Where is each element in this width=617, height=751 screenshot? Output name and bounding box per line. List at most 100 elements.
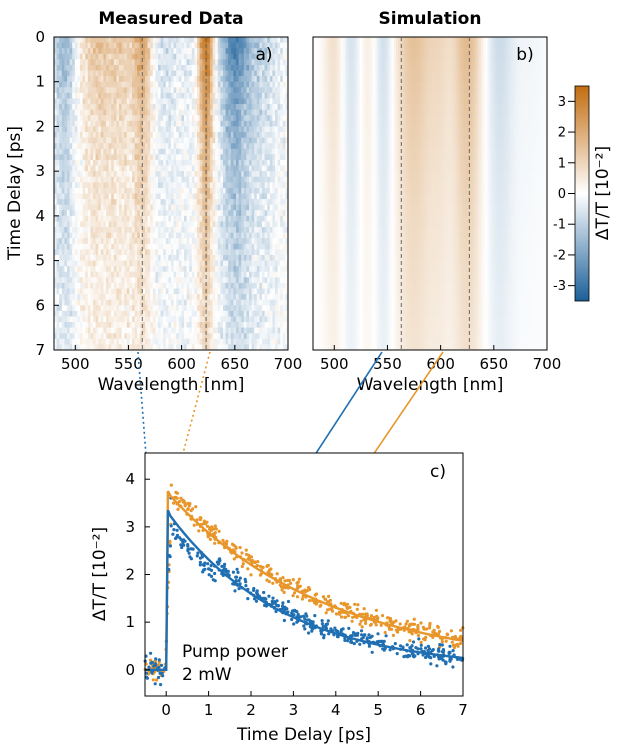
heatmap-cell: [106, 327, 109, 334]
heatmap-cell: [139, 143, 143, 150]
heatmap-cell: [223, 338, 226, 345]
heatmap-cell: [108, 154, 112, 161]
heatmap-cell: [113, 76, 117, 83]
heatmap-cell: [197, 132, 200, 139]
heatmap-cell: [90, 227, 94, 234]
heatmap-cell: [98, 165, 102, 172]
heatmap-cell: [129, 338, 133, 345]
heatmap-cell: [64, 104, 68, 111]
heatmap-cell: [191, 193, 195, 200]
heatmap-cell: [80, 193, 83, 200]
heatmap-cell: [217, 338, 221, 345]
heatmap-cell: [119, 132, 122, 139]
heatmap-cell: [124, 204, 128, 211]
heatmap-cell: [194, 137, 198, 144]
heatmap-cell: [147, 227, 151, 234]
heatmap-cell: [95, 260, 99, 267]
heatmap-cell: [249, 266, 252, 273]
heatmap-cell: [160, 204, 164, 211]
heatmap-cell: [95, 338, 99, 345]
heatmap-cell: [256, 254, 260, 261]
heatmap-cell: [267, 260, 271, 267]
heatmap-cell: [202, 137, 206, 144]
heatmap-cell: [238, 59, 242, 66]
heatmap-cell: [142, 48, 146, 55]
heatmap-cell: [100, 176, 104, 183]
heatmap-cell: [121, 53, 125, 60]
heatmap-cell: [280, 115, 284, 122]
heatmap-cell: [54, 238, 57, 245]
heatmap-cell: [225, 199, 229, 206]
heatmap-cell: [210, 254, 213, 261]
heatmap-cell: [54, 159, 57, 166]
heatmap-cell: [168, 193, 172, 200]
heatmap-cell: [126, 327, 130, 334]
heatmap-cell: [150, 104, 154, 111]
heatmap-cell: [106, 159, 109, 166]
heatmap-cell: [74, 344, 78, 351]
heatmap-cell: [210, 165, 213, 172]
heatmap-cell: [165, 344, 169, 351]
heatmap-cell: [160, 137, 164, 144]
heatmap-cell: [163, 81, 167, 88]
heatmap-cell: [194, 148, 198, 155]
heatmap-cell: [254, 70, 258, 77]
heatmap-cell: [223, 81, 226, 88]
heatmap-cell: [262, 316, 265, 323]
heatmap-cell: [228, 115, 232, 122]
heatmap-cell: [100, 199, 104, 206]
heatmap-cell: [282, 143, 286, 150]
heatmap-cell: [238, 109, 242, 116]
heatmap-cell: [269, 98, 273, 105]
heatmap-cell: [186, 76, 190, 83]
heatmap-cell: [150, 182, 154, 189]
heatmap-cell: [256, 92, 260, 99]
heatmap-cell: [207, 171, 211, 178]
heatmap-cell: [176, 271, 180, 278]
heatmap-cell: [168, 92, 172, 99]
heatmap-cell: [259, 227, 263, 234]
heatmap-cell: [77, 126, 81, 133]
heatmap-cell: [269, 87, 273, 94]
heatmap-cell: [74, 64, 78, 71]
heatmap-cell: [230, 76, 234, 83]
heatmap-cell: [202, 221, 206, 228]
heatmap-cell: [77, 266, 81, 273]
heatmap-cell: [267, 238, 271, 245]
heatmap-cell: [269, 199, 273, 206]
heatmap-cell: [93, 154, 96, 161]
heatmap-cell: [269, 143, 273, 150]
heatmap-cell: [165, 238, 169, 245]
heatmap-cell: [134, 159, 138, 166]
heatmap-cell: [204, 87, 208, 94]
heatmap-cell: [87, 327, 91, 334]
heatmap-cell: [106, 254, 109, 261]
heatmap-cell: [220, 260, 224, 267]
heatmap-cell: [176, 87, 180, 94]
heatmap-cell: [56, 176, 60, 183]
heatmap-cell: [121, 294, 125, 301]
heatmap-cell: [275, 249, 278, 256]
heatmap-cell: [264, 260, 268, 267]
heatmap-cell: [230, 37, 234, 43]
heatmap-cell: [90, 115, 94, 122]
heatmap-cell: [137, 165, 141, 172]
heatmap-cell: [215, 154, 219, 161]
heatmap-cell: [54, 92, 57, 99]
heatmap-cell: [223, 322, 226, 329]
heatmap-cell: [150, 42, 154, 49]
heatmap-cell: [80, 104, 83, 111]
heatmap-cell: [56, 294, 60, 301]
heatmap-cell: [238, 98, 242, 105]
heatmap-cell: [90, 53, 94, 60]
heatmap-cell: [204, 143, 208, 150]
heatmap-cell: [285, 120, 289, 127]
heatmap-cell: [129, 48, 133, 55]
heatmap-cell: [64, 37, 68, 43]
heatmap-cell: [165, 115, 169, 122]
heatmap-cell: [147, 115, 151, 122]
heatmap-cell: [100, 322, 104, 329]
heatmap-cell: [262, 64, 265, 71]
heatmap-cell: [269, 327, 273, 334]
heatmap-cell: [80, 176, 83, 183]
